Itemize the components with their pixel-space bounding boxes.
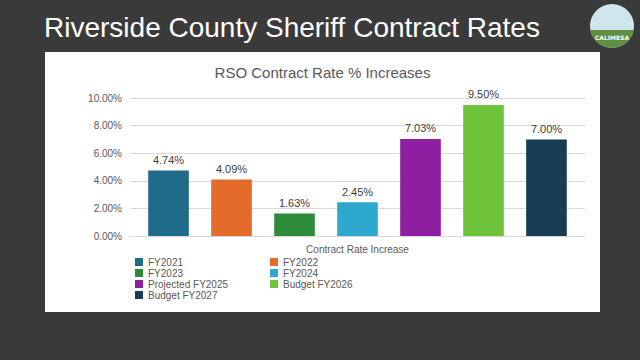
- svg-text:1.63%: 1.63%: [279, 197, 310, 209]
- svg-text:Budget FY2027: Budget FY2027: [148, 290, 218, 301]
- svg-text:10.00%: 10.00%: [88, 93, 122, 104]
- svg-text:Projected FY2025: Projected FY2025: [148, 279, 228, 290]
- svg-text:Budget FY2026: Budget FY2026: [283, 279, 353, 290]
- svg-text:2.00%: 2.00%: [94, 203, 122, 214]
- svg-text:FY2024: FY2024: [283, 268, 318, 279]
- html-text:Riverside County Sheriff Contr: Riverside County Sheriff Contract Rates: [44, 12, 540, 43]
- svg-text:7.00%: 7.00%: [531, 123, 562, 135]
- svg-text:6.00%: 6.00%: [94, 148, 122, 159]
- svg-text:4.09%: 4.09%: [216, 163, 247, 175]
- svg-text:7.03%: 7.03%: [405, 122, 436, 134]
- svg-text:FY2023: FY2023: [148, 268, 183, 279]
- svg-text:8.00%: 8.00%: [94, 120, 122, 131]
- svg-text:FY2021: FY2021: [148, 257, 183, 268]
- svg-text:2.45%: 2.45%: [342, 186, 373, 198]
- svg-text:4.74%: 4.74%: [153, 154, 184, 166]
- svg-text:RSO Contract Rate % Increases: RSO Contract Rate % Increases: [215, 64, 431, 81]
- svg-text:Contract Rate Increase: Contract Rate Increase: [306, 244, 409, 255]
- svg-text:FY2022: FY2022: [283, 257, 318, 268]
- svg-text:4.00%: 4.00%: [94, 175, 122, 186]
- html-text:CALIMESA: CALIMESA: [594, 34, 630, 41]
- svg-text:9.50%: 9.50%: [468, 88, 499, 100]
- svg-text:0.00%: 0.00%: [94, 231, 122, 242]
